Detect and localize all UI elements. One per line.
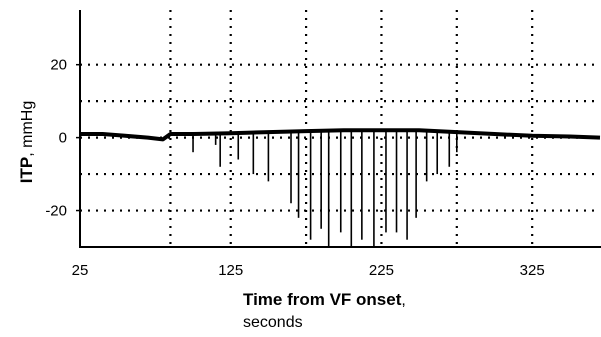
y-tick-label: 20 <box>50 57 67 74</box>
ticks-layer: 20 0 -20 25 125 225 325 <box>45 57 544 279</box>
grid-layer <box>80 10 600 247</box>
y-axis-title: ITP, mmHg <box>17 101 36 183</box>
itp-baseline-trace <box>80 128 601 142</box>
x-axis-title: Time from VF onset, <box>243 290 406 309</box>
x-tick-label: 325 <box>520 262 545 279</box>
y-tick-label: -20 <box>45 203 67 220</box>
x-tick-label: 25 <box>72 262 89 279</box>
x-tick-label: 125 <box>218 262 243 279</box>
data-layer <box>80 128 601 247</box>
y-tick-label: 0 <box>59 130 67 147</box>
x-tick-label: 225 <box>369 262 394 279</box>
x-axis-title-unit: seconds <box>243 314 303 331</box>
